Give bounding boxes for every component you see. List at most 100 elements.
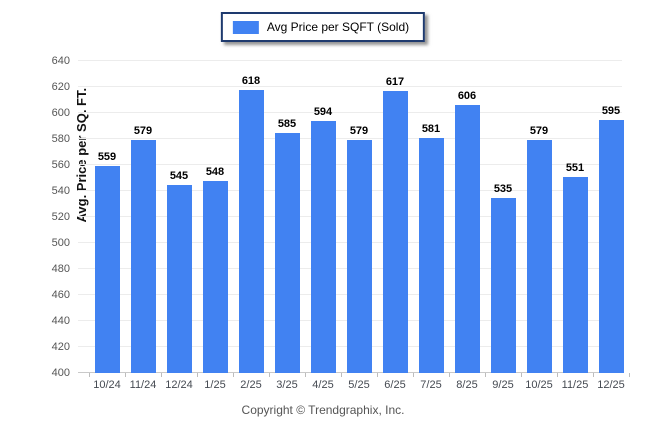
copyright-text: Copyright © Trendgraphix, Inc. (241, 403, 405, 417)
y-tick-label: 640 (51, 54, 70, 67)
x-tick (124, 373, 126, 377)
x-tick (556, 373, 558, 377)
bar-3/25[interactable] (274, 132, 300, 373)
bar-value-label: 595 (601, 104, 621, 117)
y-tick-label: 500 (51, 236, 70, 249)
x-axis-labels: 10/24 11/24 12/24 1/25 2/25 3/25 4/25 5/25 6/25 7… (89, 379, 629, 391)
gridline-620: 620 (52, 81, 622, 93)
bar-10/25[interactable] (526, 140, 552, 373)
bar-slot-11/25: 551 (557, 61, 593, 373)
x-axis-label-11/25: 11/25 (561, 379, 589, 391)
x-tick (89, 373, 90, 377)
bar-value-label: 579 (349, 125, 369, 138)
x-axis-label-7/25: 7/25 (420, 379, 442, 391)
bar-5/25[interactable] (346, 140, 372, 373)
y-tick-label: 580 (51, 132, 70, 145)
x-axis-label-4/25: 4/25 (312, 379, 334, 391)
bar-slot-7/25: 581 (413, 61, 449, 373)
y-tick-label: 420 (51, 340, 70, 353)
x-axis-label-6/25: 6/25 (384, 379, 406, 391)
bar-slot-5/25: 579 (341, 61, 377, 373)
x-axis-label-10/25: 10/25 (525, 379, 553, 391)
x-axis-label-9/25: 9/25 (492, 379, 514, 391)
gridline-600: 600 (52, 107, 622, 119)
x-tick (485, 373, 486, 377)
bar-value-label: 579 (529, 125, 549, 138)
bar-slot-12/24: 545 (161, 61, 197, 373)
x-tick (629, 373, 630, 377)
legend-swatch-icon (232, 20, 259, 34)
x-axis-label-11/24: 11/24 (129, 379, 157, 391)
bar-slot-10/25: 579 (521, 61, 557, 373)
bar-12/24[interactable] (166, 184, 192, 373)
x-tick (269, 373, 270, 377)
bar-value-label: 559 (97, 151, 117, 164)
x-tick (341, 373, 342, 377)
bar-value-label: 535 (493, 182, 513, 195)
bars-layer: 559 579 545 548 618 585 594 579 617 581 606 535 579 5… (89, 61, 629, 373)
bar-12/25[interactable] (598, 119, 624, 373)
x-axis-label-3/25: 3/25 (276, 379, 298, 391)
x-axis-label-5/25: 5/25 (348, 379, 370, 391)
x-axis-label-12/25: 12/25 (597, 379, 625, 391)
x-axis-label-8/25: 8/25 (456, 379, 478, 391)
x-tick (593, 373, 594, 377)
bar-value-label: 581 (421, 122, 441, 135)
bar-11/25[interactable] (562, 176, 588, 373)
bar-4/25[interactable] (310, 120, 336, 373)
bar-slot-4/25: 594 (305, 61, 341, 373)
bar-10/24[interactable] (94, 166, 120, 373)
bar-7/25[interactable] (418, 137, 444, 373)
bar-8/25[interactable] (454, 105, 480, 373)
gridline-580: 580 (52, 133, 622, 145)
bar-slot-1/25: 548 (197, 61, 233, 373)
gridline-640: 640 (52, 55, 622, 67)
x-tick (521, 373, 522, 377)
bar-slot-11/24: 579 (125, 61, 161, 373)
x-tick (449, 373, 450, 377)
legend: Avg Price per SQFT (Sold) (220, 12, 426, 42)
plot-area: 400 420 440 460 480 500 520 540 560 580 600 620 640 … (52, 55, 630, 391)
y-tick-label: 620 (51, 80, 70, 93)
bar-value-label: 617 (385, 75, 405, 88)
bar-11/24[interactable] (130, 140, 156, 373)
bar-value-label: 618 (241, 74, 261, 87)
bar-value-label: 551 (565, 161, 585, 174)
x-tick (413, 373, 414, 377)
bar-slot-2/25: 618 (233, 61, 269, 373)
y-tick-label: 440 (51, 314, 70, 327)
y-tick-label: 560 (51, 158, 70, 171)
y-tick-label: 600 (51, 106, 70, 119)
bar-value-label: 548 (205, 165, 225, 178)
bar-value-label: 579 (133, 125, 153, 138)
bar-value-label: 594 (313, 105, 333, 118)
x-axis-label-10/24: 10/24 (93, 379, 121, 391)
x-axis-label-2/25: 2/25 (240, 379, 262, 391)
bar-1/25[interactable] (202, 180, 228, 373)
bar-slot-12/25: 595 (593, 61, 629, 373)
bar-value-label: 606 (457, 90, 477, 103)
x-axis-label-12/24: 12/24 (165, 379, 193, 391)
y-tick-label: 460 (51, 288, 70, 301)
bar-value-label: 545 (169, 169, 189, 182)
y-tick-label: 540 (51, 184, 70, 197)
bar-slot-6/25: 617 (377, 61, 413, 373)
y-tick-label: 400 (51, 366, 70, 379)
bar-slot-8/25: 606 (449, 61, 485, 373)
x-tick (232, 373, 234, 377)
bar-slot-9/25: 535 (485, 61, 521, 373)
x-tick (197, 373, 198, 377)
y-tick-label: 480 (51, 262, 70, 275)
x-tick (160, 373, 162, 377)
x-tick (305, 373, 306, 377)
bar-6/25[interactable] (382, 90, 408, 373)
bar-9/25[interactable] (490, 197, 516, 373)
x-tick (376, 373, 378, 377)
bar-slot-10/24: 559 (89, 61, 125, 373)
bar-2/25[interactable] (238, 89, 264, 373)
x-axis-label-1/25: 1/25 (204, 379, 226, 391)
bar-value-label: 585 (277, 117, 297, 130)
y-tick-label: 520 (51, 210, 70, 223)
bar-slot-3/25: 585 (269, 61, 305, 373)
